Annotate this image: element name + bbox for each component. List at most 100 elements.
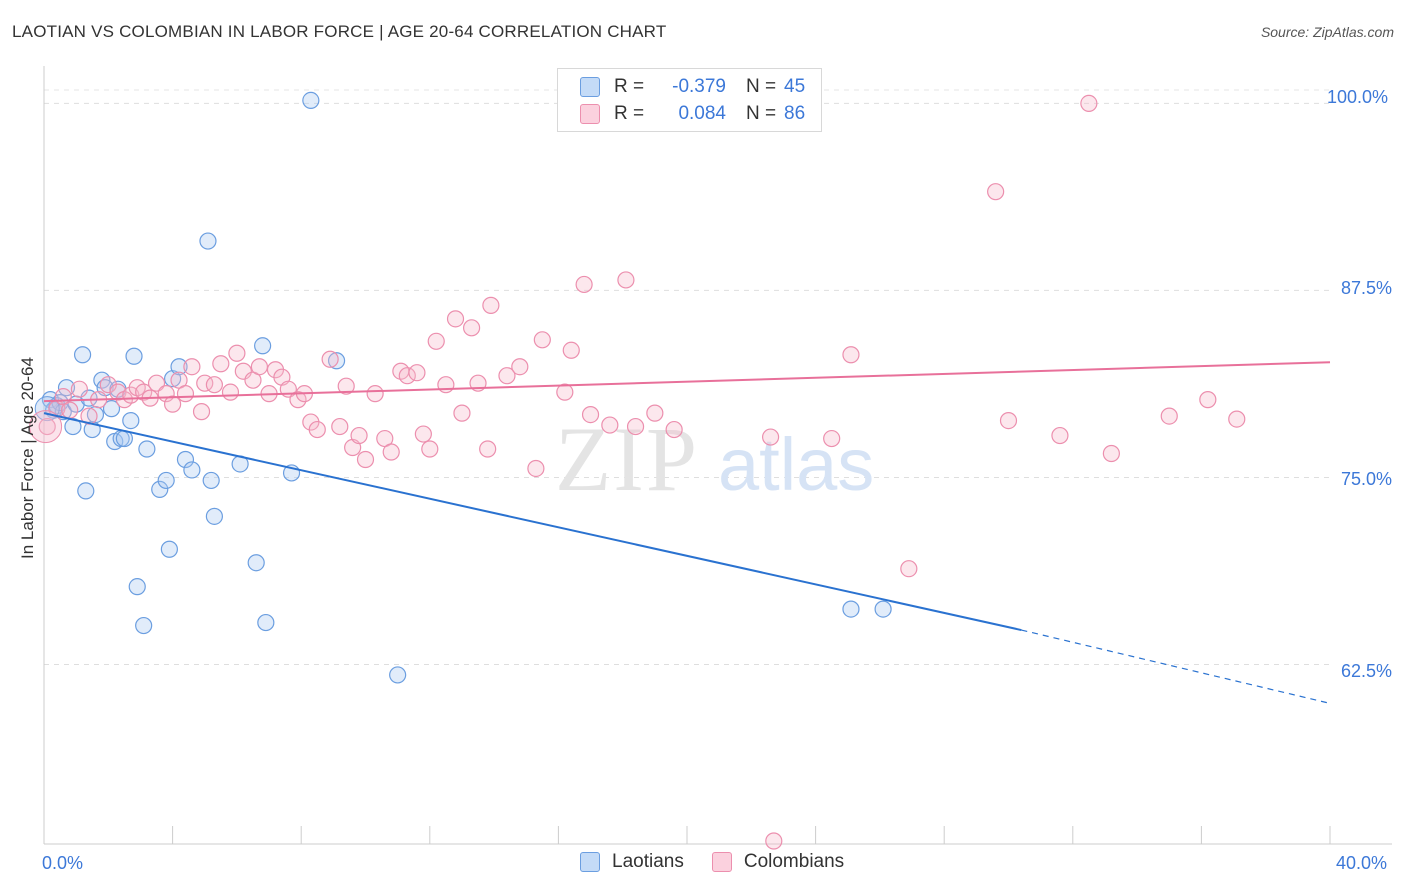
- colombians-point: [221, 383, 240, 401]
- correlation-legend: R = -0.379 N = 45 R = 0.084 N = 86: [557, 68, 822, 132]
- colombians-point: [228, 344, 246, 362]
- colombians-point: [665, 420, 683, 439]
- laotians-point: [122, 411, 140, 430]
- colombians-point: [176, 385, 195, 403]
- laotians-point: [135, 616, 153, 635]
- colombians-trendline: [43, 361, 1331, 403]
- colombians-point: [414, 425, 432, 443]
- colombians-point: [356, 450, 375, 469]
- axes: [43, 66, 1392, 845]
- colombians-point: [999, 411, 1018, 430]
- colombians-point: [823, 429, 841, 448]
- colombians-point: [900, 560, 918, 578]
- laotians-point: [125, 347, 143, 365]
- colombians-point: [61, 401, 79, 419]
- colombians-point: [761, 428, 780, 446]
- colombians-point: [398, 367, 416, 385]
- legend-label-laotians: Laotians: [612, 851, 684, 872]
- legend-label-colombians: Colombians: [743, 851, 845, 872]
- colombians-point: [70, 380, 88, 398]
- laotians-point: [842, 600, 860, 618]
- series-legend: Laotians Colombians: [580, 851, 872, 873]
- colombians-point: [498, 367, 516, 385]
- colombians-point: [1102, 444, 1120, 463]
- svg-text:ZIP: ZIP: [555, 408, 699, 510]
- laotians-point: [254, 337, 272, 355]
- colombians-point: [308, 420, 326, 439]
- laotians-point: [176, 450, 195, 469]
- laotians-trendline: [43, 412, 1022, 632]
- colombians-point: [453, 404, 471, 422]
- colombians-point: [511, 358, 529, 376]
- colombians-point: [479, 440, 497, 458]
- legend-row-laotians: R = -0.379 N = 45: [580, 75, 805, 99]
- laotians-point: [151, 480, 169, 499]
- legend-item-colombians: Colombians: [711, 851, 845, 873]
- laotians-point: [257, 613, 275, 632]
- colombians-point: [421, 440, 439, 458]
- r-label: R =: [614, 103, 645, 124]
- laotians-point: [202, 471, 220, 490]
- colombians-point: [337, 377, 355, 395]
- legend-item-laotians: Laotians: [580, 851, 684, 873]
- laotians-point: [57, 379, 76, 397]
- laotians-point: [160, 540, 178, 558]
- laotians-swatch: [580, 77, 600, 97]
- laotians-point: [138, 440, 156, 458]
- n-label: N =: [746, 76, 777, 97]
- laotians-point: [41, 391, 60, 409]
- laotians-point: [183, 461, 201, 479]
- colombians-point: [289, 391, 307, 409]
- colombians-point: [987, 183, 1005, 201]
- laotians-point: [247, 554, 265, 572]
- colombians-point: [575, 275, 593, 294]
- laotians-point: [874, 600, 892, 618]
- y-tick-label-87-5: 87.5%: [1341, 278, 1393, 298]
- colombians-point: [437, 376, 455, 394]
- colombians-point: [38, 417, 56, 436]
- laotians-point: [199, 232, 217, 250]
- colombians-point: [205, 376, 223, 394]
- colombians-point: [1199, 391, 1217, 409]
- colombians-point: [842, 346, 860, 364]
- laotians-point: [128, 578, 146, 596]
- colombians-point: [331, 417, 349, 436]
- n-value: 86: [784, 103, 806, 124]
- laotians-point: [205, 507, 223, 525]
- chart-title: LAOTIAN VS COLOMBIAN IN LABOR FORCE | AG…: [12, 22, 667, 41]
- colombians-point: [321, 350, 339, 368]
- colombians-cluster: [29, 410, 63, 444]
- colombians-point: [350, 426, 368, 445]
- colombians-point: [556, 383, 574, 401]
- laotians-point: [389, 666, 407, 684]
- gridlines: [44, 89, 1330, 665]
- colombians-point: [1080, 94, 1098, 113]
- colombians-point: [617, 271, 635, 289]
- y-tick-label-75: 75.0%: [1341, 469, 1393, 489]
- x-tick-label-min: 0.0%: [42, 853, 84, 873]
- r-label: R =: [614, 76, 645, 97]
- n-value: 45: [784, 76, 806, 97]
- colombians-point: [646, 404, 664, 422]
- laotians-point: [73, 346, 92, 364]
- colombians-swatch: [711, 852, 732, 872]
- laotians-point: [157, 471, 175, 490]
- colombians-point: [581, 406, 600, 424]
- laotians-point: [302, 91, 320, 110]
- colombians-point: [1228, 410, 1246, 428]
- colombians-point: [427, 332, 445, 350]
- x-tick-label-max: 40.0%: [1336, 853, 1388, 873]
- colombians-point: [250, 358, 269, 376]
- colombians-point: [562, 341, 580, 359]
- laotians-point: [327, 352, 346, 370]
- laotians-point: [77, 482, 95, 500]
- r-value: -0.379: [672, 76, 726, 97]
- colombians-swatch: [580, 104, 600, 124]
- colombians-point: [135, 383, 153, 401]
- colombians-point: [462, 319, 481, 337]
- laotians-trendline-extension: [1021, 629, 1331, 704]
- colombians-point: [366, 385, 384, 403]
- colombians-point: [183, 358, 201, 376]
- colombians-point: [1160, 407, 1178, 425]
